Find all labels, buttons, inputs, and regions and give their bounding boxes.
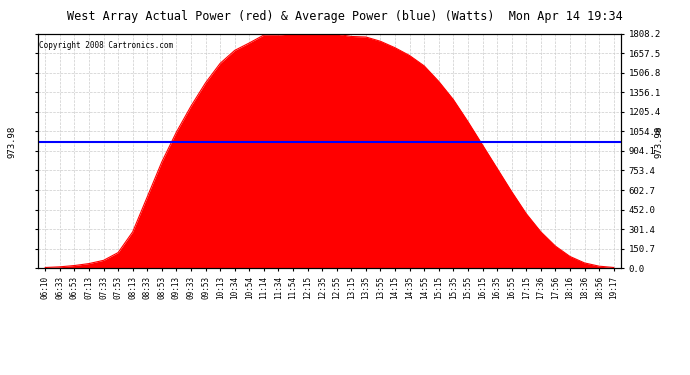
Text: Copyright 2008 Cartronics.com: Copyright 2008 Cartronics.com <box>39 41 173 50</box>
Text: West Array Actual Power (red) & Average Power (blue) (Watts)  Mon Apr 14 19:34: West Array Actual Power (red) & Average … <box>67 10 623 23</box>
Text: 973.98: 973.98 <box>7 126 16 158</box>
Text: 973.98: 973.98 <box>654 126 663 158</box>
